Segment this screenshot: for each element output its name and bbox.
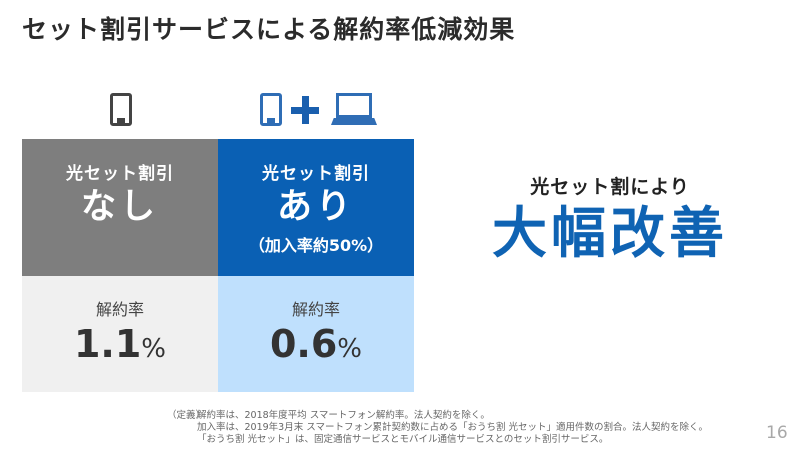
churn-rate-value: 1.1% [74, 322, 166, 374]
result-headline: 大幅改善 [491, 201, 728, 265]
note-line: 加入率は、2019年3月末 スマートフォン累計契約数に占める「おうち割 光セット… [197, 422, 708, 433]
churn-rate-label: 解約率 [95, 300, 144, 319]
rate-unit: % [141, 334, 167, 364]
note-line: 「おうち割 光セット」は、固定通信サービスとモバイル通信サービスとのセット割引サ… [197, 434, 609, 445]
panel-label: 光セット割引 [262, 164, 370, 184]
without-churn-rate: 解約率 1.1% [22, 276, 218, 392]
laptop-icon [331, 93, 377, 126]
with-set-discount-header: 光セット割引 あり （加入率約50%） [218, 139, 414, 276]
smartphone-icon [110, 93, 132, 126]
panel-status: なし [80, 187, 159, 227]
smartphone-icon [260, 93, 282, 126]
notes-tag: （定義） [167, 410, 206, 421]
with-churn-rate: 解約率 0.6% [218, 276, 414, 392]
page-title: セット割引サービスによる解約率低減効果 [22, 15, 516, 44]
rate-unit: % [337, 334, 363, 364]
definition-notes: （定義） 解約率は、2018年度平均 スマートフォン解約率。法人契約を除く。 加入… [167, 410, 708, 446]
without-set-discount-header: 光セット割引 なし [22, 139, 218, 276]
rate-number: 1.1 [73, 322, 142, 366]
enrollment-rate-note: （加入率約50%） [248, 236, 384, 255]
rate-number: 0.6 [269, 322, 338, 366]
panel-label: 光セット割引 [66, 164, 174, 184]
churn-rate-value: 0.6% [270, 322, 362, 374]
panel-status: あり [276, 187, 355, 227]
result-label: 光セット割により [530, 176, 690, 198]
page-number: 16 [766, 423, 788, 443]
note-line: 解約率は、2018年度平均 スマートフォン解約率。法人契約を除く。 [197, 410, 490, 421]
churn-rate-label: 解約率 [291, 300, 340, 319]
plus-icon [291, 96, 319, 124]
